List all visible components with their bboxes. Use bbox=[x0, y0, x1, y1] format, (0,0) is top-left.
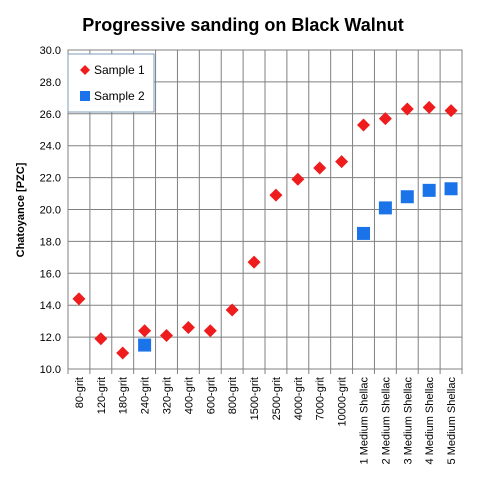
data-point-sample-1 bbox=[138, 324, 152, 338]
y-tick-label: 10.0 bbox=[40, 364, 61, 376]
marks-layer bbox=[72, 100, 458, 360]
data-point-sample-1 bbox=[269, 188, 283, 202]
y-axis-label: Chatoyance [PZC] bbox=[15, 162, 27, 257]
x-tick-label: 600-grit bbox=[205, 377, 217, 414]
data-point-sample-1 bbox=[181, 321, 195, 335]
data-point-sample-1 bbox=[247, 255, 261, 269]
x-tick-label: 3 Medium Shellac bbox=[402, 377, 414, 465]
legend-label-sample-1: Sample 1 bbox=[94, 63, 145, 77]
x-tick-label: 10000-grit bbox=[337, 377, 349, 427]
data-point-sample-1 bbox=[335, 155, 349, 169]
x-tick-label: 80-grit bbox=[74, 377, 86, 408]
data-point-sample-1 bbox=[225, 303, 239, 317]
y-tick-label: 18.0 bbox=[40, 236, 61, 248]
data-point-sample-2 bbox=[400, 190, 414, 204]
data-point-sample-1 bbox=[116, 346, 130, 360]
legend-label-sample-2: Sample 2 bbox=[94, 89, 145, 103]
legend: Sample 1 Sample 2 bbox=[67, 53, 155, 113]
y-tick-label: 28.0 bbox=[40, 77, 61, 89]
data-point-sample-2 bbox=[357, 226, 370, 240]
data-point-sample-1 bbox=[357, 118, 370, 132]
y-tick-label: 24.0 bbox=[40, 141, 61, 153]
x-tick-label: 1500-grit bbox=[249, 377, 261, 420]
chart-title: Progressive sanding on Black Walnut bbox=[82, 15, 403, 35]
data-point-sample-1 bbox=[400, 102, 414, 116]
data-point-sample-1 bbox=[94, 332, 108, 346]
y-tick-label: 22.0 bbox=[40, 173, 61, 185]
x-tick-label: 2 Medium Shellac bbox=[380, 377, 392, 465]
data-point-sample-2 bbox=[138, 338, 152, 352]
data-point-sample-2 bbox=[422, 183, 436, 197]
x-tick-label: 800-grit bbox=[227, 377, 239, 414]
data-point-sample-1 bbox=[313, 161, 327, 175]
x-tick-label: 120-grit bbox=[96, 377, 108, 414]
x-tick-label: 4000-grit bbox=[293, 377, 305, 420]
data-point-sample-1 bbox=[72, 292, 86, 306]
data-point-sample-1 bbox=[160, 329, 173, 343]
legend-marker-sample-1 bbox=[80, 65, 90, 75]
data-point-sample-1 bbox=[378, 112, 392, 126]
y-tick-label: 30.0 bbox=[40, 45, 61, 57]
axis-layer: 10.0 12.0 14.0 16.0 18.0 20.0 22.0 24.0 26.0 28.0… bbox=[40, 45, 463, 465]
data-point-sample-1 bbox=[444, 104, 458, 118]
x-tick-label: 1 Medium Shellac bbox=[359, 377, 371, 465]
x-tick-label: 320-grit bbox=[162, 377, 174, 414]
y-tick-label: 20.0 bbox=[40, 205, 61, 217]
data-point-sample-2 bbox=[378, 201, 392, 215]
x-tick-label: 400-grit bbox=[183, 377, 195, 414]
x-tick-label: 180-grit bbox=[118, 377, 130, 414]
y-tick-label: 12.0 bbox=[40, 332, 61, 344]
x-tick-label: 5 Medium Shellac bbox=[446, 377, 458, 465]
y-tick-label: 26.0 bbox=[40, 109, 61, 121]
x-tick-label: 2500-grit bbox=[271, 377, 283, 420]
y-tick-label: 16.0 bbox=[40, 268, 61, 280]
y-tick-label: 14.0 bbox=[40, 300, 61, 312]
x-tick-label: 4 Medium Shellac bbox=[424, 377, 436, 465]
x-tick-label: 7000-grit bbox=[315, 377, 327, 420]
x-tick-label: 240-grit bbox=[140, 377, 152, 414]
data-point-sample-1 bbox=[422, 100, 436, 114]
data-point-sample-1 bbox=[203, 324, 217, 338]
data-point-sample-1 bbox=[291, 172, 305, 186]
data-point-sample-2 bbox=[444, 182, 458, 196]
legend-box bbox=[67, 53, 155, 113]
legend-marker-sample-2 bbox=[80, 91, 90, 101]
